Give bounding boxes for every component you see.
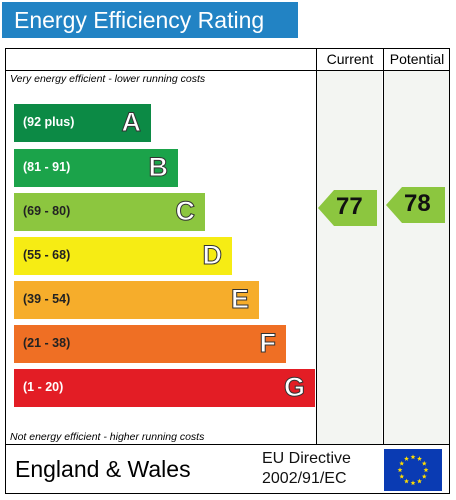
page-title: Energy Efficiency Rating (14, 7, 265, 33)
top-note: Very energy efficient - lower running co… (10, 73, 206, 85)
band-f-letter: F (259, 328, 276, 359)
eu-star (417, 456, 422, 461)
footer-directive: EU Directive 2002/91/EC (262, 449, 351, 489)
eu-star (404, 478, 409, 484)
band-g-letter: G (283, 372, 305, 403)
potential-arrow-shape (386, 187, 445, 223)
band-f-range: (21 - 38) (23, 336, 71, 350)
band-e-range: (39 - 54) (23, 292, 71, 306)
eu-star (399, 460, 405, 466)
band-e: (39 - 54) E (14, 281, 259, 319)
footer-divider (5, 444, 450, 445)
band-a-letter: A (121, 107, 141, 138)
eu-star (421, 460, 427, 466)
column-divider-current (316, 48, 317, 445)
band-a-range: (92 plus) (23, 115, 75, 129)
footer-directive-line1: EU Directive (262, 450, 351, 467)
bottom-note: Not energy efficient - higher running co… (10, 431, 205, 443)
eu-star (410, 454, 416, 460)
band-b-letter: B (148, 152, 168, 183)
eu-stars (397, 454, 429, 486)
eu-flag-icon (384, 449, 442, 491)
eu-star (410, 480, 416, 486)
current-arrow-shape (318, 190, 377, 226)
band-b-range: (81 - 91) (23, 160, 71, 174)
current-rating-arrow: 77 (318, 190, 377, 226)
eu-star (399, 473, 405, 479)
band-c-letter: C (175, 196, 195, 227)
band-c-range: (69 - 80) (23, 204, 71, 218)
band-d-letter: D (202, 240, 222, 271)
potential-rating-value: 78 (404, 190, 431, 217)
band-d: (55 - 68) D (14, 237, 232, 275)
band-g: (1 - 20) G (14, 369, 315, 407)
eu-star (417, 478, 422, 484)
current-rating-value: 77 (336, 193, 363, 220)
footer-country: England & Wales (15, 456, 191, 482)
band-b: (81 - 91) B (14, 149, 178, 187)
column-divider-potential (383, 48, 384, 445)
potential-column-background (384, 71, 449, 444)
footer-directive-line2: 2002/91/EC (262, 470, 347, 487)
column-header-potential: Potential (389, 51, 445, 67)
eu-star (404, 456, 409, 461)
rating-table-frame (5, 48, 450, 494)
band-f: (21 - 38) F (14, 325, 286, 363)
band-a: (92 plus) A (14, 104, 151, 142)
eu-star (421, 473, 427, 479)
header-divider (5, 70, 450, 71)
band-c: (69 - 80) C (14, 193, 205, 231)
band-g-range: (1 - 20) (23, 380, 64, 394)
eu-star (397, 467, 403, 473)
band-d-range: (55 - 68) (23, 248, 71, 262)
potential-rating-arrow: 78 (386, 187, 445, 223)
current-column-background (317, 71, 382, 444)
band-e-letter: E (230, 284, 249, 315)
title-bar: Energy Efficiency Rating (2, 2, 298, 38)
eu-star (423, 467, 429, 473)
column-header-current: Current (326, 51, 374, 67)
